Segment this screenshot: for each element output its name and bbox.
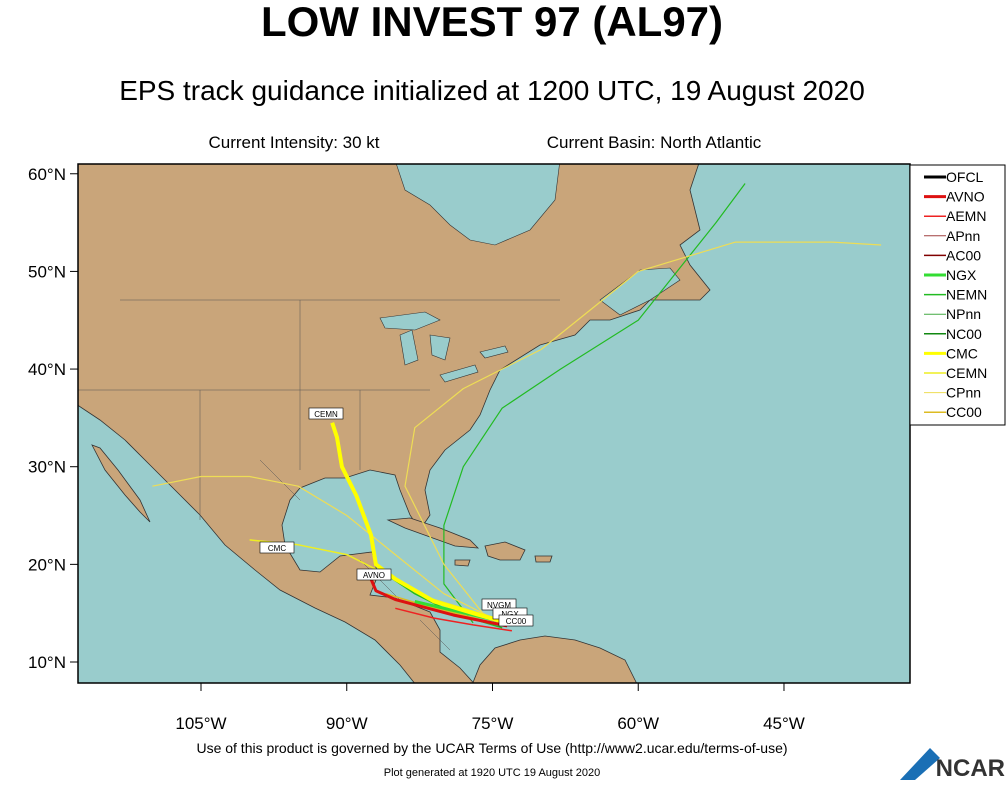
label-box	[356, 568, 392, 581]
lat-label: 40°N	[28, 360, 66, 379]
track	[152, 475, 503, 624]
legend-label: CPnn	[946, 385, 981, 401]
track-label: NVGM	[487, 601, 511, 610]
legend-label: CMC	[946, 345, 978, 361]
lon-label: 75°W	[472, 714, 514, 733]
land	[484, 541, 526, 561]
basin: Current Basin: North Atlantic	[547, 133, 762, 152]
subtitle: EPS track guidance initialized at 1200 U…	[119, 75, 865, 106]
land	[78, 164, 711, 683]
logo-mark	[900, 748, 940, 780]
track-label: CEMN	[314, 410, 338, 419]
lon-label: 105°W	[175, 714, 226, 733]
label-box	[308, 407, 344, 420]
legend-label: AEMN	[946, 208, 986, 224]
lake	[479, 345, 509, 359]
legend-label: NGX	[946, 267, 977, 283]
gulf	[599, 267, 681, 316]
lon-label: 45°W	[763, 714, 805, 733]
track-label: NGX	[501, 610, 519, 619]
track-label: AVNO	[363, 571, 385, 580]
track-label: CMC	[268, 544, 286, 553]
lon-label: 60°W	[617, 714, 659, 733]
lake	[399, 329, 419, 366]
lon-label: 90°W	[326, 714, 368, 733]
land	[472, 635, 637, 683]
land	[454, 559, 471, 567]
lat-label: 60°N	[28, 165, 66, 184]
track	[330, 422, 508, 625]
legend-label: APnn	[946, 228, 980, 244]
label-box	[259, 541, 295, 554]
lake	[379, 311, 441, 331]
track	[395, 607, 513, 632]
legend-label: AVNO	[946, 189, 985, 205]
land	[534, 555, 553, 563]
lake	[439, 364, 479, 383]
legend-label: CC00	[946, 404, 982, 420]
legend-label: NEMN	[946, 287, 987, 303]
generated: Plot generated at 1920 UTC 19 August 202…	[384, 767, 601, 779]
hudson-bay	[396, 164, 560, 246]
legend-label: AC00	[946, 247, 981, 263]
label-box	[498, 614, 534, 627]
track-label: CC00	[506, 617, 527, 626]
legend-label: NC00	[946, 326, 982, 342]
legend-label: NPnn	[946, 306, 981, 322]
title: LOW INVEST 97 (AL97)	[261, 0, 723, 45]
logo: NCAR	[900, 748, 1005, 782]
intensity: Current Intensity: 30 kt	[208, 133, 379, 152]
map	[78, 164, 910, 683]
land	[91, 444, 151, 523]
track	[369, 578, 508, 628]
legend: OFCL AVNO AEMN APnn AC00 NGX NEMN NPnn NC00 CMC CE…	[924, 169, 987, 420]
land	[386, 517, 480, 549]
terms: Use of this product is governed by the U…	[196, 740, 787, 756]
lat-label: 50°N	[28, 262, 66, 281]
legend-label: OFCL	[946, 169, 984, 185]
lat-label: 20°N	[28, 555, 66, 574]
track	[404, 241, 882, 614]
logo-text: NCAR	[936, 755, 1005, 780]
lat-label: 30°N	[28, 458, 66, 477]
lat-label: 10°N	[28, 653, 66, 672]
legend-label: CEMN	[946, 365, 987, 381]
lake	[429, 334, 451, 361]
